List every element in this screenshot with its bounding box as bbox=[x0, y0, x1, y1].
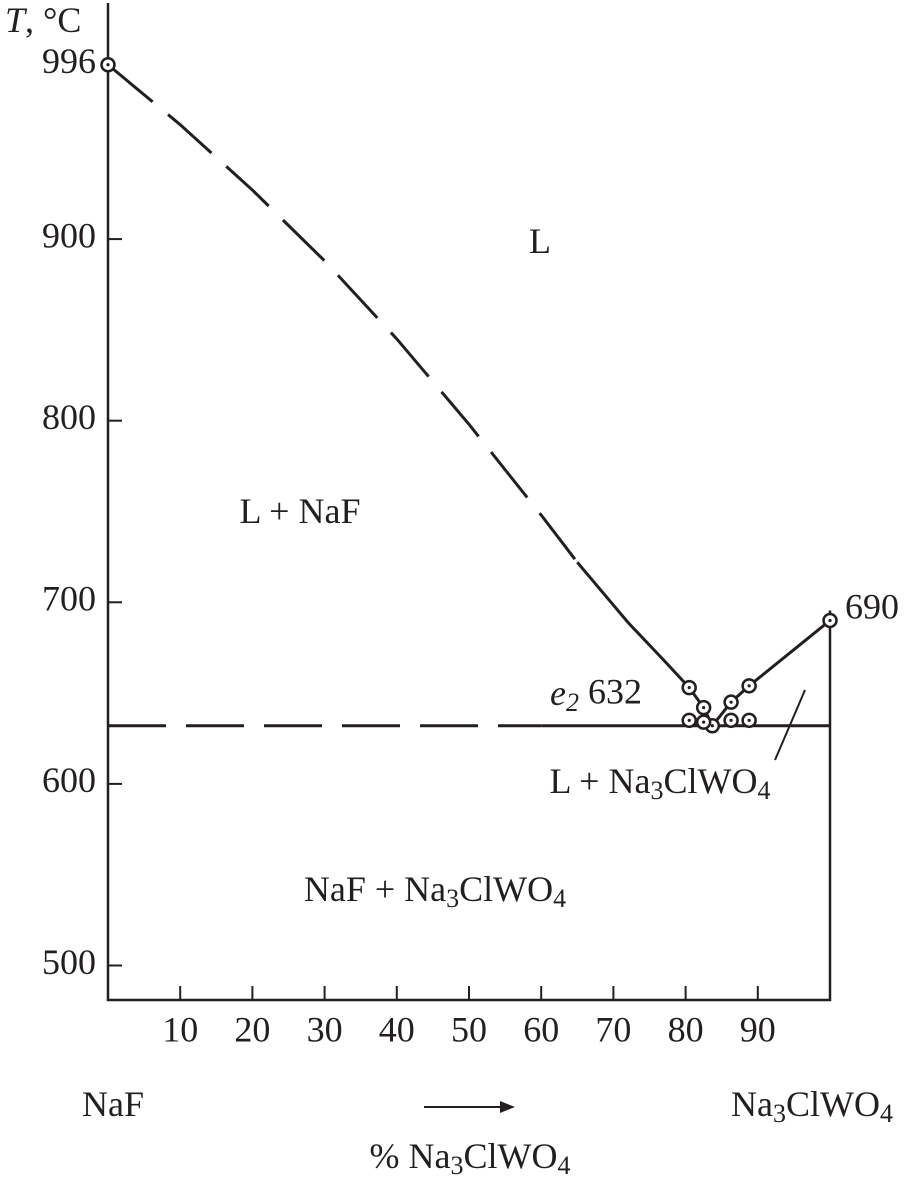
x-tick-label: 40 bbox=[379, 1009, 415, 1049]
y-tick-label: 700 bbox=[42, 579, 96, 619]
phase-line bbox=[107, 63, 579, 564]
x-tick-label: 80 bbox=[668, 1009, 704, 1049]
region-label: NaF + Na3ClWO4 bbox=[304, 869, 566, 913]
y-tick-label: 600 bbox=[42, 760, 96, 800]
x-tick-label: 70 bbox=[595, 1009, 631, 1049]
x-tick-label: 60 bbox=[523, 1009, 559, 1049]
x-tick-label: 10 bbox=[162, 1009, 198, 1049]
y-tick-label: 500 bbox=[42, 942, 96, 982]
point-dot bbox=[702, 706, 706, 710]
point-dot bbox=[747, 684, 751, 688]
x-axis-label: % Na3ClWO4 bbox=[370, 1136, 571, 1180]
y-tick-label: 996 bbox=[42, 41, 96, 81]
phase-line bbox=[576, 561, 691, 689]
point-dot bbox=[702, 720, 706, 724]
point-dot bbox=[729, 700, 733, 704]
point-dot bbox=[729, 718, 733, 722]
point-label: 690 bbox=[845, 587, 899, 627]
arrow-head bbox=[500, 1101, 515, 1113]
eutectic-label: e2 bbox=[550, 673, 579, 717]
point-dot bbox=[828, 618, 832, 623]
y-axis-label: T, °C bbox=[5, 0, 81, 40]
y-tick-label: 800 bbox=[42, 397, 96, 437]
eutectic-value: 632 bbox=[588, 671, 642, 711]
point-dot bbox=[687, 718, 691, 722]
region-label: L + Na3ClWO4 bbox=[550, 761, 771, 805]
region-label: L + NaF bbox=[240, 491, 361, 531]
y-tick-label: 900 bbox=[42, 215, 96, 255]
point-dot bbox=[747, 718, 751, 722]
point-dot bbox=[687, 686, 691, 690]
component-left: NaF bbox=[82, 1084, 144, 1124]
x-tick-label: 20 bbox=[234, 1009, 270, 1049]
x-tick-label: 30 bbox=[307, 1009, 343, 1049]
point-dot bbox=[106, 63, 110, 67]
axis-frame bbox=[106, 3, 832, 1002]
x-tick-label: 90 bbox=[740, 1009, 776, 1049]
component-right: Na3ClWO4 bbox=[731, 1084, 893, 1128]
region-label: L bbox=[529, 221, 551, 261]
x-tick-label: 50 bbox=[451, 1009, 487, 1049]
point-dot bbox=[710, 724, 714, 728]
